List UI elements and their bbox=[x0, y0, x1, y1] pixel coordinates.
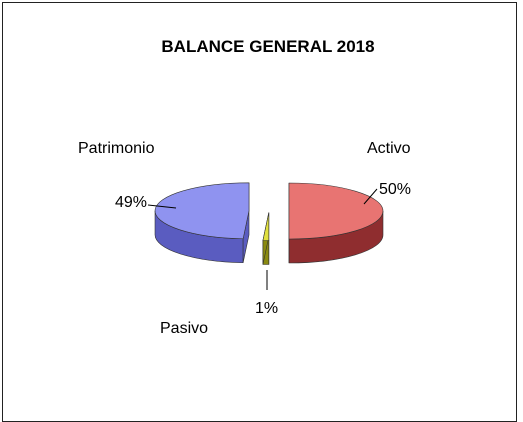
data-label-activo: 50% bbox=[379, 181, 411, 198]
chart-title: BALANCE GENERAL 2018 bbox=[161, 37, 374, 56]
leader-line-activo bbox=[363, 188, 378, 205]
leader-line-patrimonio bbox=[147, 204, 177, 209]
category-label-activo: Activo bbox=[367, 140, 411, 157]
data-label-pasivo: 1% bbox=[255, 300, 278, 317]
slice-patrimonio bbox=[154, 182, 250, 240]
category-label-patrimonio: Patrimonio bbox=[78, 140, 155, 157]
slice-pasivo bbox=[262, 212, 270, 241]
pie-chart: BALANCE GENERAL 2018 Activo Patrimonio P… bbox=[78, 37, 411, 337]
slices bbox=[154, 182, 384, 265]
category-label-pasivo: Pasivo bbox=[160, 320, 208, 337]
slice-activo bbox=[288, 182, 384, 240]
data-label-patrimonio: 49% bbox=[115, 194, 147, 211]
